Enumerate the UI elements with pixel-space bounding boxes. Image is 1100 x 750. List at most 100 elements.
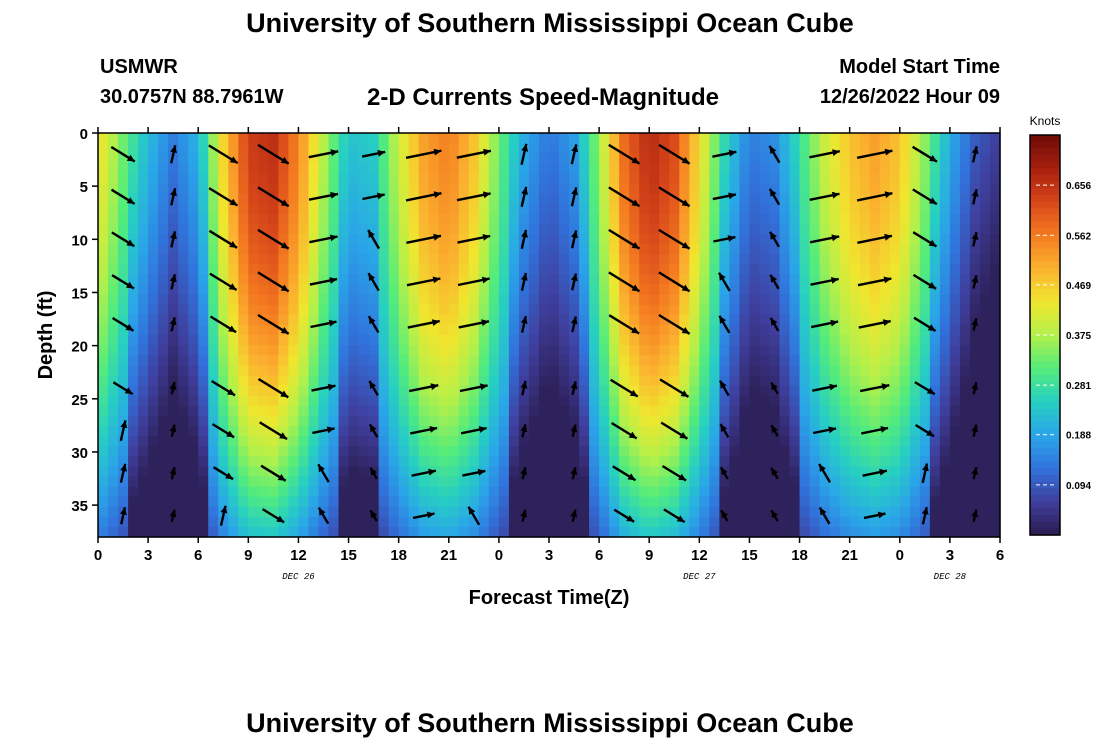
heatmap-cell [899,506,911,518]
heatmap-cell [859,456,871,467]
current-arrow [407,319,440,329]
heatmap-cell [619,335,630,346]
heatmap-cell [949,244,961,255]
heatmap-cell [298,234,310,245]
heatmap-cell [829,143,841,154]
heatmap-cell [749,244,761,255]
current-arrow [520,466,528,480]
heatmap-cell [468,163,480,174]
heatmap-cell [98,486,109,498]
heatmap-cell [949,526,961,538]
heatmap-cell [428,163,440,174]
heatmap-cell [518,496,530,508]
heatmap-cell [138,294,149,306]
heatmap-cell [739,345,751,356]
heatmap-cell [238,143,249,154]
heatmap-cell [629,294,640,306]
heatmap-cell [368,436,380,447]
heatmap-cell [318,143,330,154]
heatmap-cell [288,446,300,457]
heatmap-cell [308,365,320,376]
heatmap-cell [408,244,420,255]
current-arrow [367,229,381,250]
heatmap-cell [258,375,269,387]
heatmap-cell [929,456,941,467]
heatmap-cell [699,415,710,427]
heatmap-cell [188,254,199,265]
heatmap-cell [328,436,340,447]
heatmap-cell [148,476,159,488]
heatmap-cell [248,304,259,316]
heatmap-cell [619,506,630,518]
heatmap-cell [428,506,440,518]
heatmap-cell [438,385,450,397]
heatmap-cell [849,436,861,447]
current-arrow [570,316,578,333]
heatmap-cell [168,436,179,447]
heatmap-cell [909,335,921,346]
heatmap-cell [518,355,530,366]
heatmap-cell [528,425,540,437]
heatmap-cell [268,526,279,538]
heatmap-cell [508,264,520,275]
heatmap-cell [108,496,119,508]
heatmap-cell [128,213,139,225]
heatmap-cell [639,355,650,366]
heatmap-cell [959,506,971,518]
heatmap-cell [108,436,119,447]
heatmap-cell [398,395,410,407]
heatmap-cell [779,476,791,488]
heatmap-cell [338,425,350,437]
heatmap-cell [749,294,761,306]
heatmap-cell [779,193,791,205]
heatmap-cell [789,143,801,154]
heatmap-cell [318,264,330,275]
heatmap-cell [579,153,590,164]
heatmap-cell [679,456,690,467]
heatmap-cell [328,193,340,205]
heatmap-cell [729,254,741,265]
heatmap-cell [939,324,951,336]
heatmap-cell [989,213,1001,225]
heatmap-cell [739,395,751,407]
heatmap-cell [609,405,620,417]
heatmap-cell [208,375,219,387]
heatmap-cell [288,375,300,387]
heatmap-cell [879,264,891,275]
heatmap-cell [248,395,259,407]
heatmap-cell [328,385,340,397]
heatmap-cell [709,223,720,235]
heatmap-cell [799,183,811,195]
heatmap-cell [418,173,430,185]
heatmap-cell [278,193,290,205]
heatmap-cell [879,213,891,225]
heatmap-cell [298,436,310,447]
heatmap-cell [949,395,961,407]
heatmap-cell [749,254,761,265]
heatmap-cell [599,274,610,286]
heatmap-cell [188,355,199,366]
heatmap-cell [538,425,550,437]
heatmap-cell [749,476,761,488]
heatmap-cell [559,324,570,336]
heatmap-cell [278,304,290,316]
heatmap-cell [859,476,871,488]
heatmap-cell [689,203,700,215]
heatmap-cell [759,405,771,417]
heatmap-cell [779,496,791,508]
heatmap-cell [829,335,841,346]
heatmap-cell [649,456,660,467]
heatmap-cell [789,345,801,356]
heatmap-cell [759,304,771,316]
heatmap-cell [358,274,370,286]
heatmap-cell [408,223,420,235]
heatmap-cell [278,355,290,366]
heatmap-cell [639,284,650,296]
heatmap-cell [549,385,560,397]
heatmap-cell [639,335,650,346]
heatmap-cell [328,466,340,477]
heatmap-cell [538,446,550,457]
heatmap-cell [749,436,761,447]
heatmap-cell [599,183,610,195]
heatmap-cell [488,385,500,397]
